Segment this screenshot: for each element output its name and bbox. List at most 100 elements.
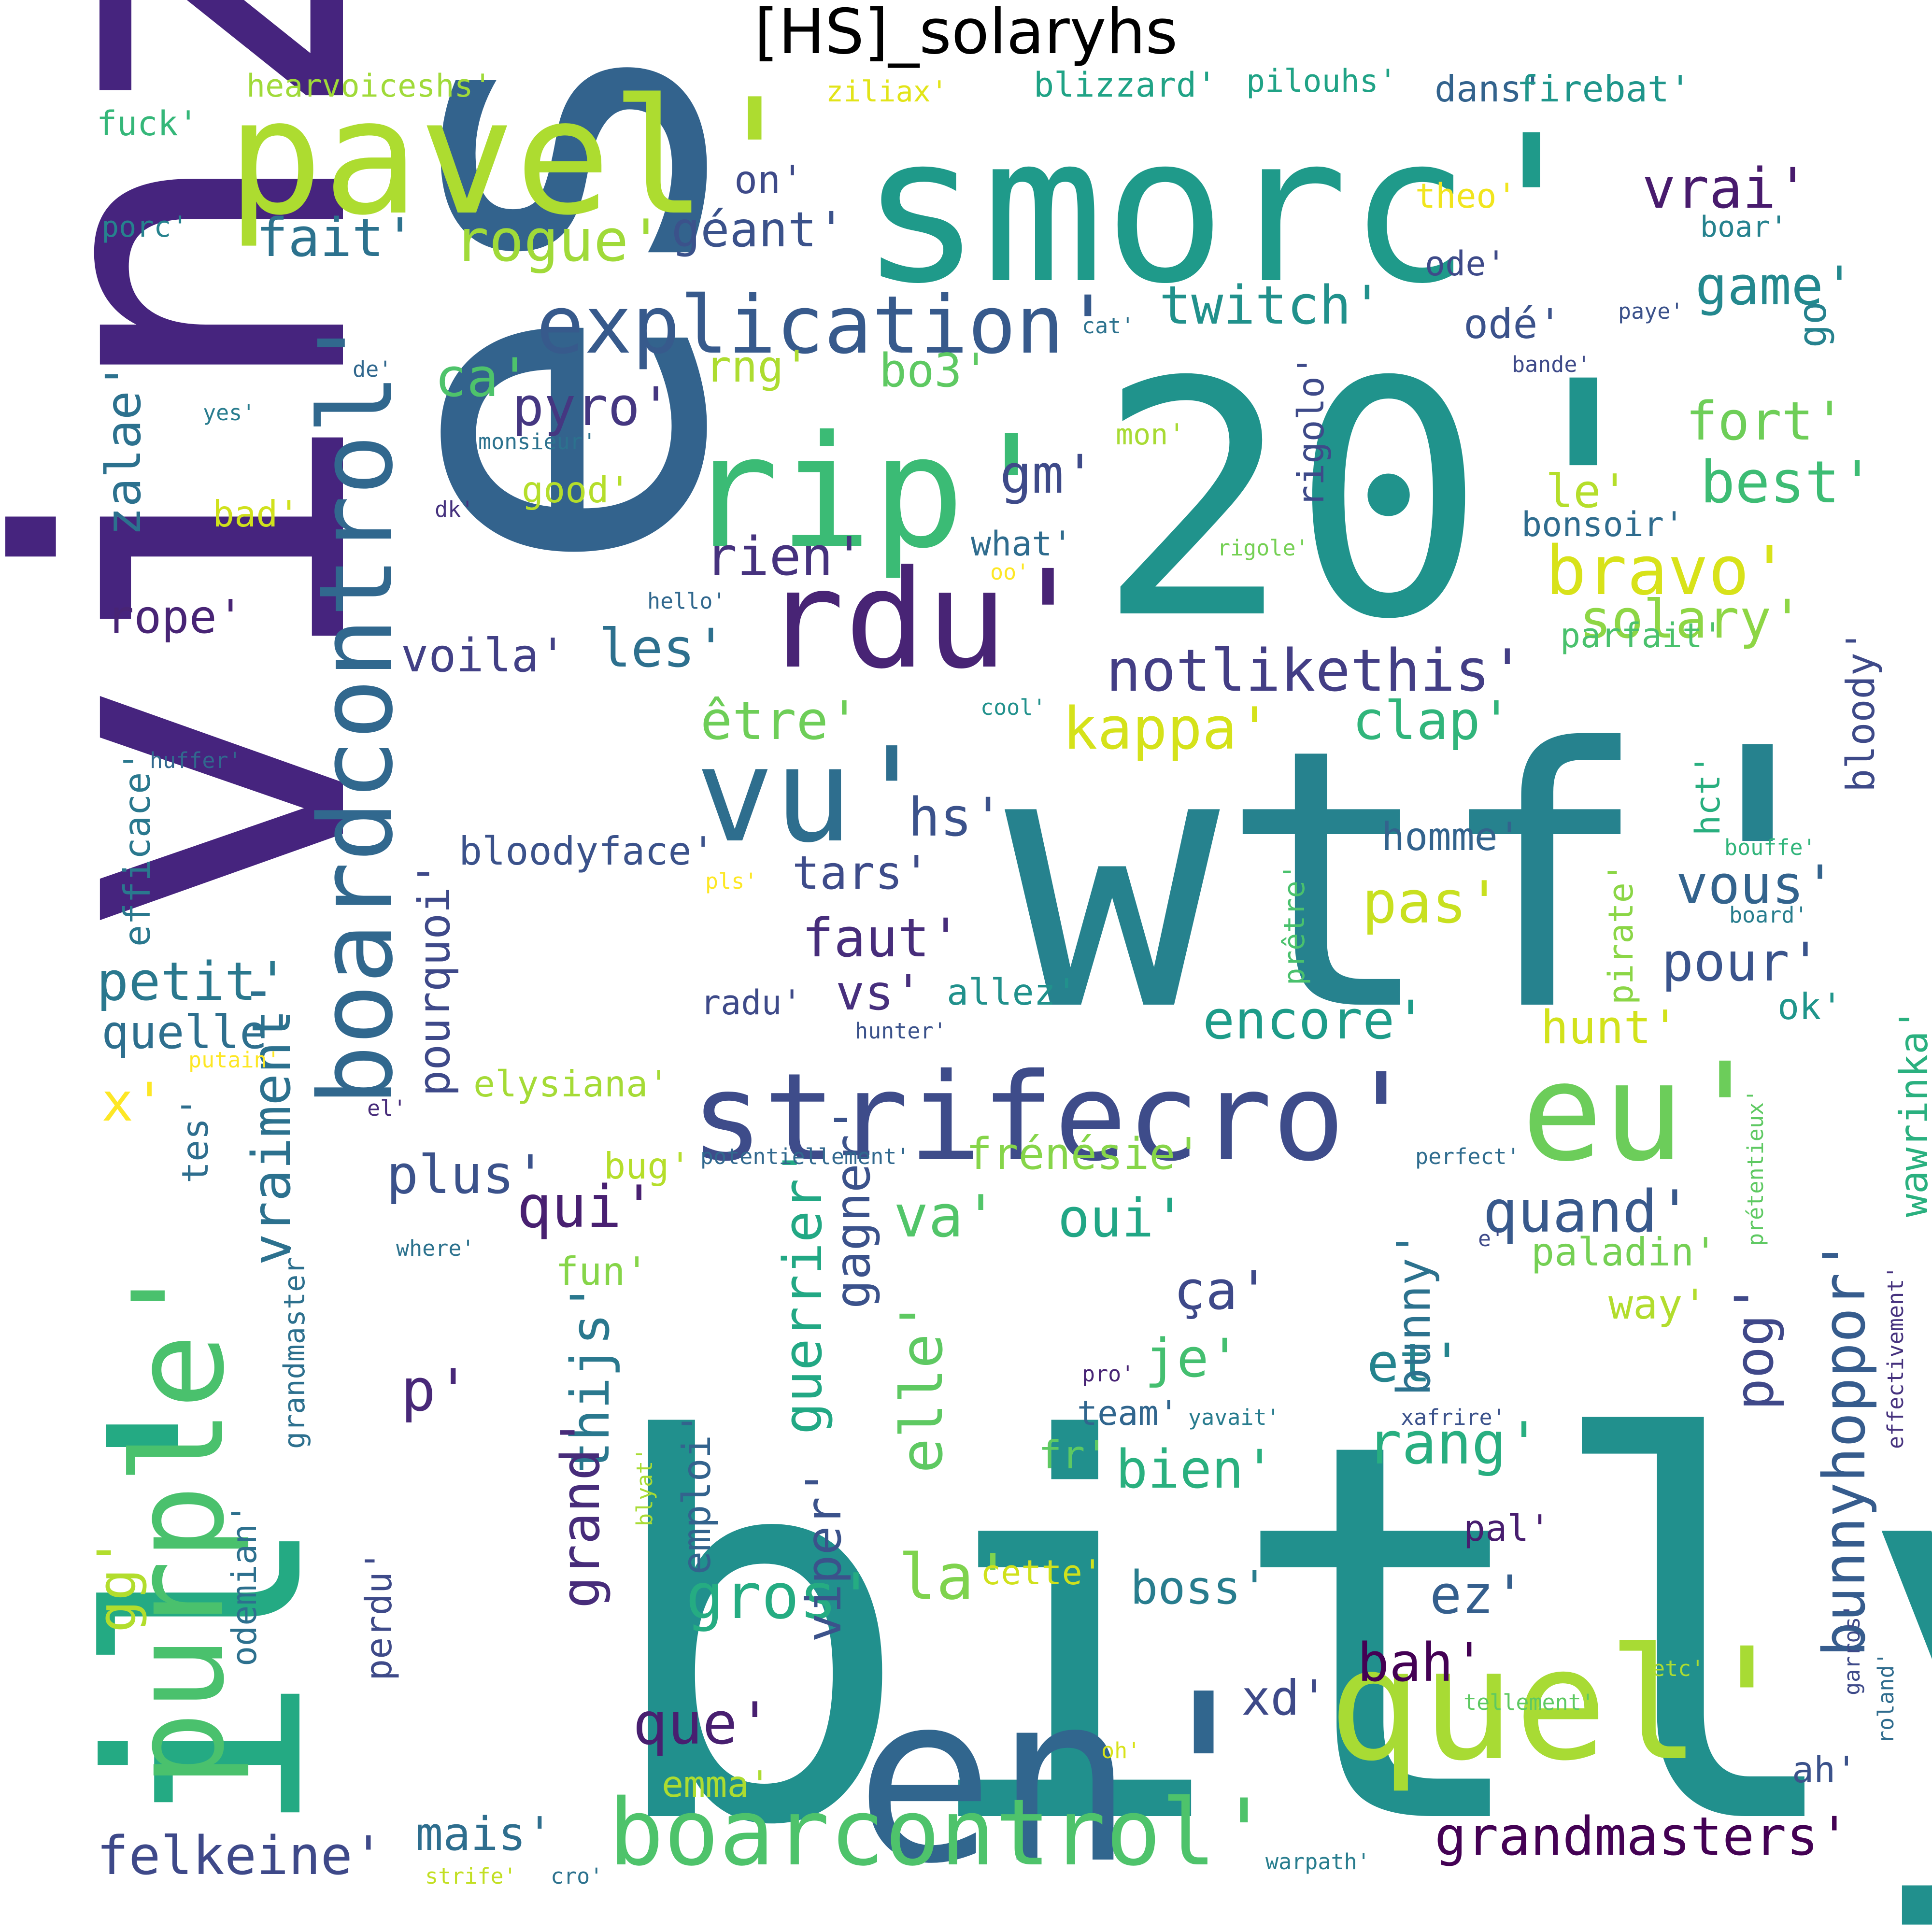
cloud-word: bien': [1116, 1438, 1276, 1500]
cloud-word: bloody': [1838, 629, 1883, 792]
cloud-word: rigolo': [1290, 355, 1332, 507]
cloud-word: viper': [796, 1468, 852, 1642]
cloud-word: rip': [686, 403, 1058, 582]
cloud-word: le': [1546, 465, 1629, 518]
cloud-word: 20': [1096, 313, 1681, 690]
cloud-word: dk': [435, 497, 474, 522]
cloud-word: boar': [1700, 210, 1788, 244]
cloud-word: elle': [889, 1299, 956, 1473]
cloud-word: être': [700, 690, 860, 752]
cloud-word: radu': [700, 983, 802, 1023]
cloud-word: quelle': [101, 1006, 295, 1059]
cloud-word: way': [1608, 1281, 1707, 1329]
cloud-word: quel': [1328, 1615, 1793, 1795]
cloud-word: ez': [1430, 1564, 1526, 1626]
cloud-word: emploi': [674, 1412, 719, 1575]
cloud-word: wtf': [1005, 673, 1865, 1089]
cloud-word: boarcontrol': [609, 1779, 1272, 1886]
cloud-word: pro': [1082, 1361, 1134, 1387]
cloud-word: go': [1790, 278, 1835, 348]
cloud-word: vs': [836, 965, 923, 1021]
cloud-word: thijs': [559, 1281, 621, 1473]
cloud-word: oui': [1058, 1187, 1186, 1249]
cloud-word: pavel': [227, 65, 803, 250]
cloud-word: blyat': [632, 1448, 657, 1526]
figure-title: [HS]_solaryhs: [754, 0, 1178, 68]
cloud-word: rien': [705, 526, 865, 587]
cloud-word: strife': [425, 1863, 517, 1889]
cloud-word: encore': [1203, 989, 1427, 1051]
cloud-word: en': [855, 1645, 1274, 1915]
cloud-word: bonsoir': [1521, 505, 1684, 544]
cloud-word: qui': [517, 1174, 656, 1241]
cloud-word: pourquoi': [409, 861, 460, 1096]
cloud-word: cool': [980, 695, 1046, 720]
cloud-word: mais': [415, 1808, 554, 1861]
cloud-word: et': [1367, 1332, 1463, 1394]
cloud-word: bug': [604, 1145, 691, 1187]
cloud-word: on': [734, 157, 804, 202]
cloud-word: yes': [203, 400, 255, 426]
cloud-word: pog': [1723, 1282, 1785, 1410]
cloud-word: bouffe': [1724, 835, 1816, 860]
cloud-word: tes': [174, 1096, 216, 1183]
cloud-word: frénésie': [966, 1129, 1202, 1179]
cloud-word: odemian': [225, 1504, 264, 1666]
cloud-word: warpath': [1265, 1849, 1370, 1875]
cloud-word: what': [971, 524, 1073, 564]
cloud-word: fr': [1038, 1433, 1108, 1477]
cloud-word: xafrire': [1401, 1405, 1506, 1430]
cloud-word: pas': [1362, 869, 1502, 937]
cloud-word: smorc': [860, 92, 1592, 328]
cloud-word: homme': [1381, 814, 1521, 859]
cloud-word: notlikethis': [1106, 638, 1525, 705]
cloud-word: gagner': [824, 1106, 881, 1309]
cloud-word: kappa': [1063, 696, 1272, 763]
cloud-word: ok': [1777, 985, 1843, 1028]
cloud-word: ça': [1174, 1260, 1270, 1321]
cloud-word: de': [353, 356, 392, 382]
cloud-word: fait': [256, 207, 416, 269]
cloud-word: board': [1729, 902, 1808, 928]
cloud-word: hs': [908, 786, 1004, 848]
cloud-word: vous': [1676, 854, 1836, 916]
cloud-word: bitly': [599, 1332, 1932, 1932]
cloud-word: rdu': [763, 541, 1089, 699]
cloud-word: effectivement': [1883, 1266, 1908, 1449]
cloud-word: vu': [696, 719, 931, 871]
cloud-word: fuck': [97, 104, 199, 143]
cloud-word: pal': [1463, 1507, 1551, 1549]
cloud-word: blizzard': [1034, 65, 1217, 105]
cloud-word: perdu': [357, 1550, 400, 1681]
cloud-word: grandmaster': [278, 1240, 312, 1449]
cloud-word: where': [396, 1236, 475, 1261]
cloud-word: twitch': [1159, 274, 1383, 336]
cloud-word: eu': [1521, 1034, 1766, 1192]
cloud-word: rigole': [1217, 535, 1309, 561]
cloud-word: que': [633, 1690, 772, 1758]
cloud-word: clap': [1352, 690, 1512, 752]
cloud-word: strifecro': [691, 1047, 1418, 1188]
cloud-word: bunny': [1388, 1230, 1441, 1396]
cloud-word: e': [1478, 1226, 1504, 1251]
cloud-word: pls': [705, 868, 757, 894]
cloud-word: efficace': [116, 751, 158, 947]
cloud-word: oh': [1101, 1738, 1140, 1763]
cloud-word: rng': [705, 341, 810, 392]
cloud-word: fort': [1686, 390, 1846, 452]
cloud-word: emma': [662, 1763, 771, 1805]
cloud-word: prétentieux': [1743, 1089, 1768, 1246]
cloud-word: boss': [1130, 1562, 1268, 1615]
cloud-word: parfait': [1560, 616, 1723, 655]
cloud-word: quand': [1483, 1179, 1692, 1246]
cloud-word: huffer': [150, 748, 242, 773]
cloud-word: pirate': [1601, 862, 1641, 1005]
cloud-word: ca': [435, 347, 531, 409]
cloud-word: oo': [990, 559, 1029, 585]
cloud-word: bad': [213, 493, 300, 535]
cloud-word: cro': [551, 1863, 603, 1889]
cloud-word: ziliax': [826, 75, 948, 109]
cloud-word: pilouhs': [1246, 63, 1397, 99]
cloud-word: monsieur': [478, 429, 596, 455]
